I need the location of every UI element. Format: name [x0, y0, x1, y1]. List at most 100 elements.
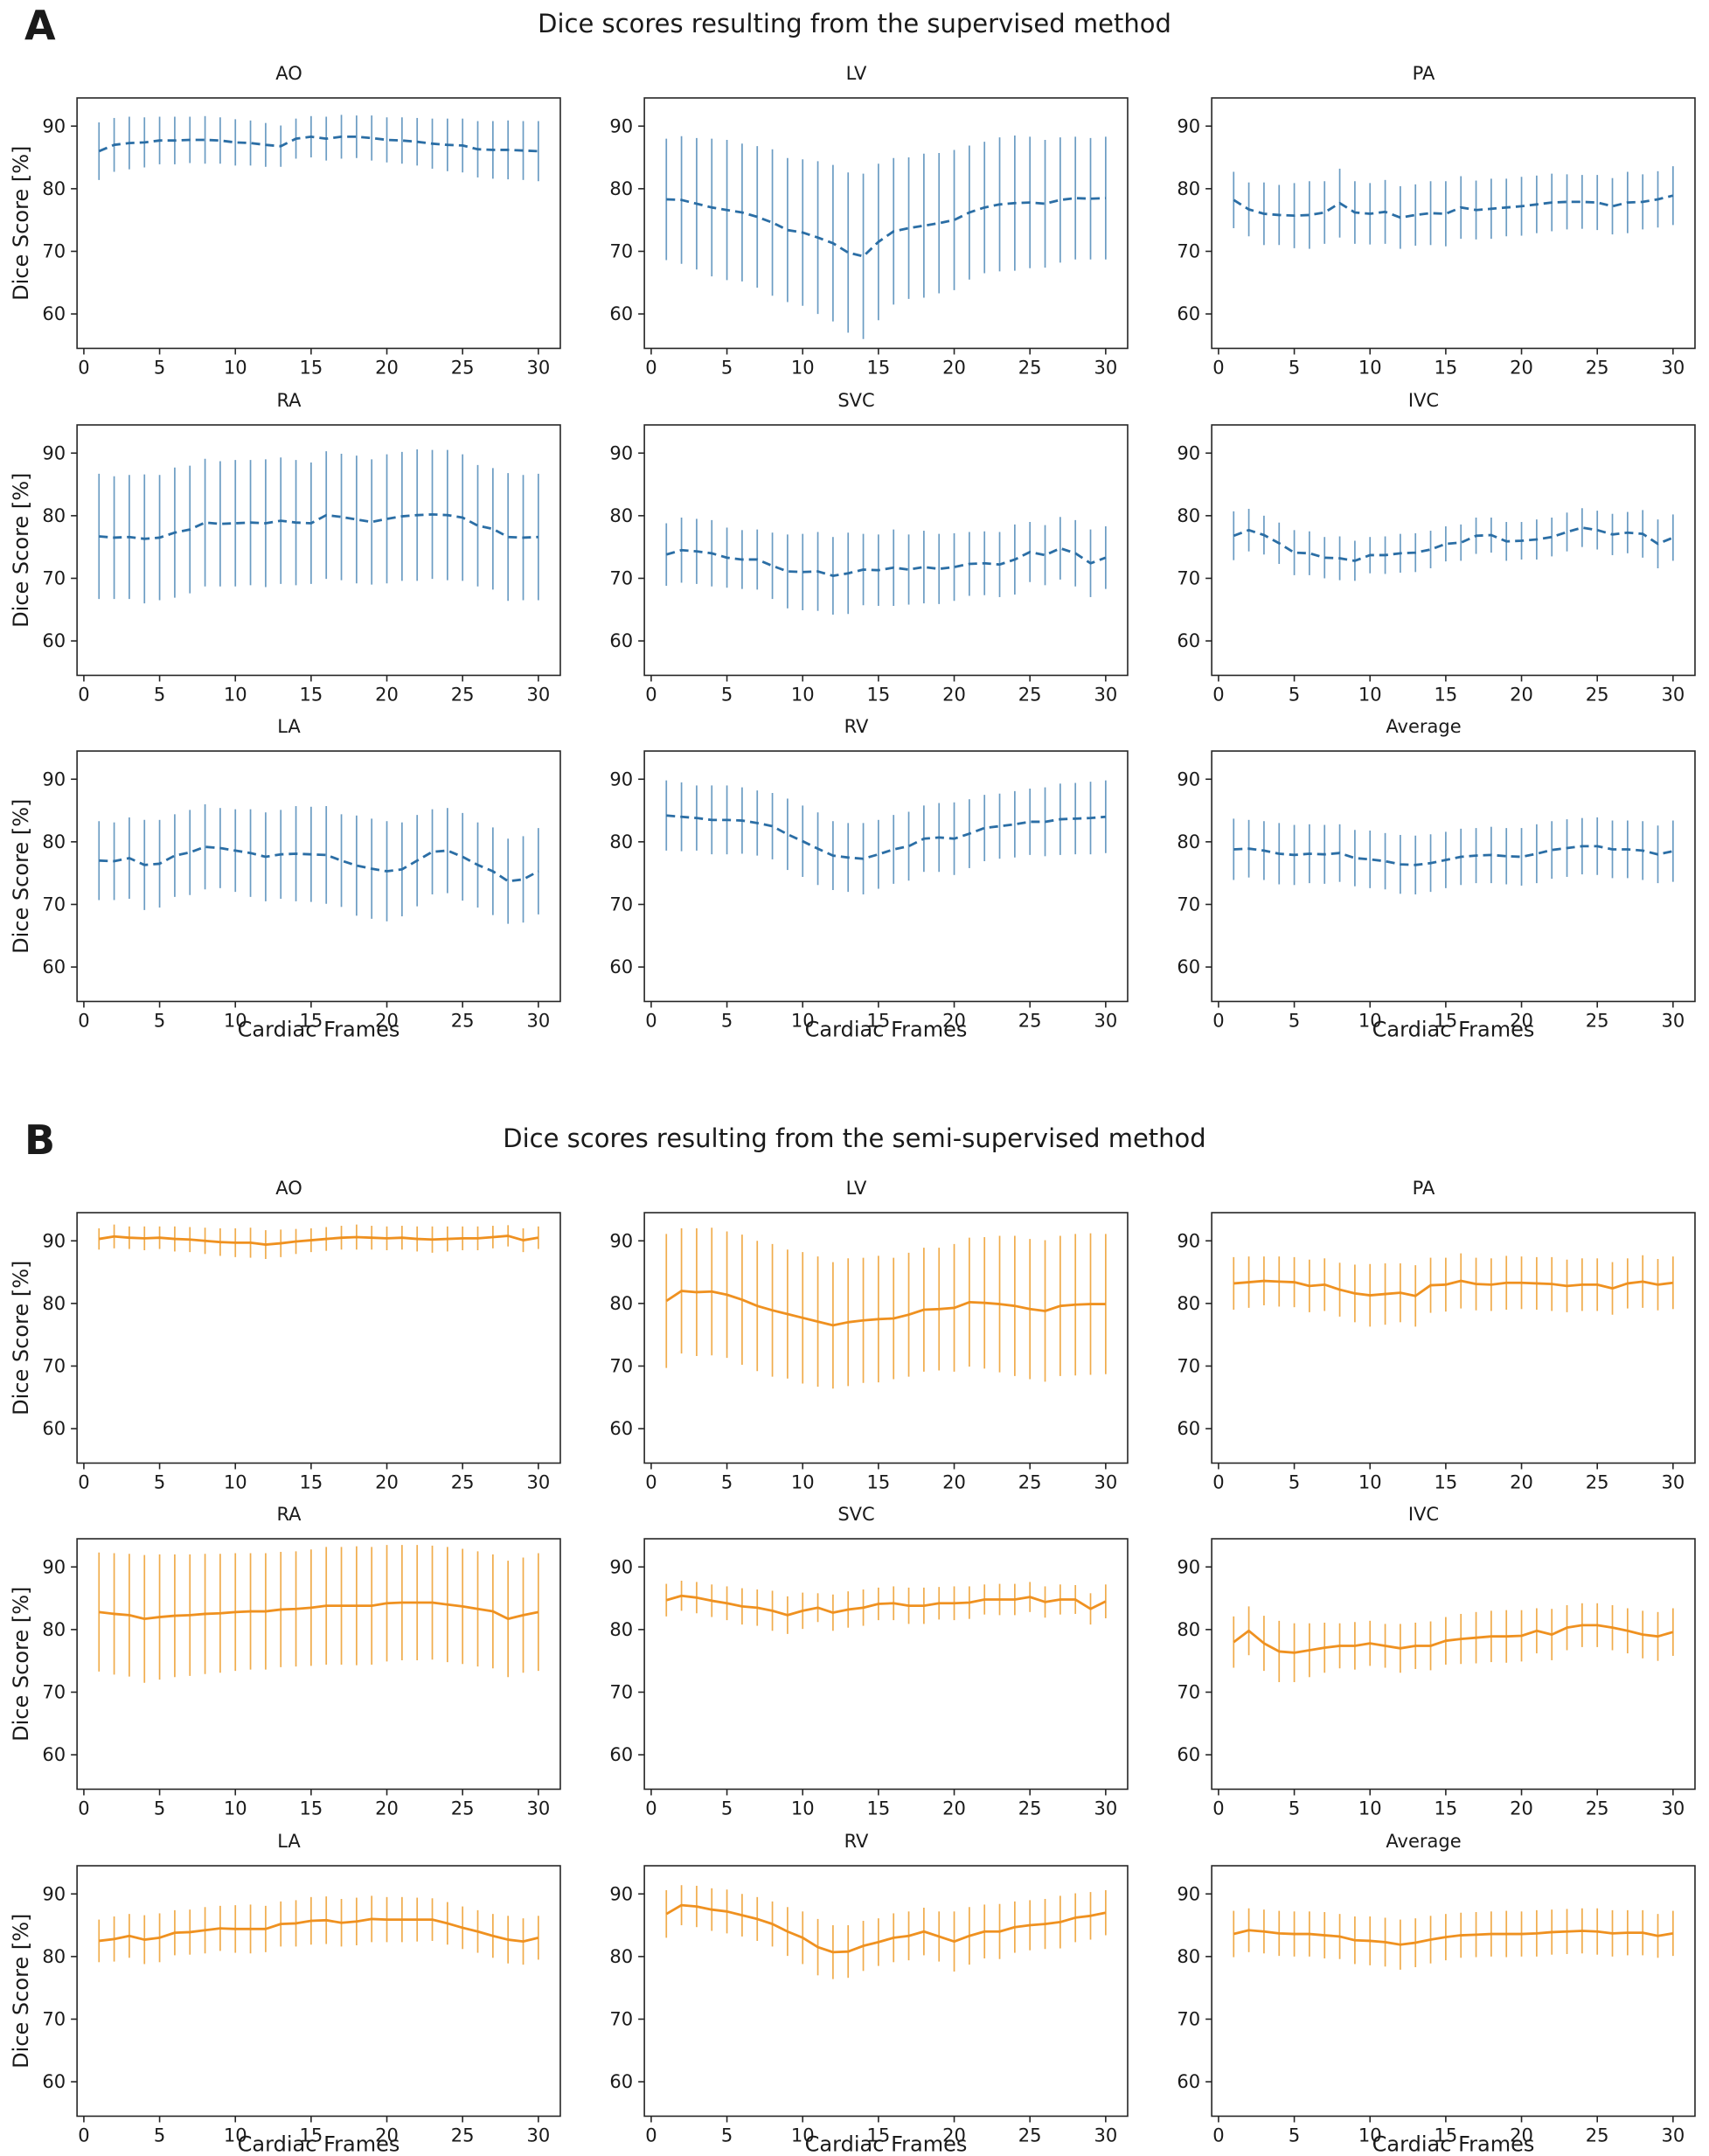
svg-text:80: 80: [1177, 1291, 1200, 1313]
subplot-b-pa: PA 60 70 80 90 0 5 10 15 20 25 30: [1143, 1176, 1704, 1503]
chart-la: 60 70 80 90 0 5 10 15 20 25 30 Cardiac Frames Dice S…: [9, 1864, 561, 2155]
svg-text:60: 60: [609, 1743, 633, 1765]
subplot-title: LV: [845, 1177, 867, 1199]
svg-text:20: 20: [375, 1471, 399, 1492]
svg-text:5: 5: [1289, 683, 1300, 705]
svg-text:0: 0: [645, 357, 657, 379]
x-axis-label: Cardiac Frames: [805, 2132, 968, 2155]
svg-text:25: 25: [1018, 1471, 1042, 1492]
subplot-title: Average: [1386, 716, 1462, 738]
subplot-title: RA: [276, 1504, 302, 1526]
svg-text:20: 20: [1510, 1471, 1533, 1492]
subplot-a-ao: AO 60 70 80 90 0 5 10 15 20 25 30 Dice Score [%]: [9, 61, 569, 388]
svg-text:25: 25: [451, 1471, 475, 1492]
subplot-title: RV: [844, 1830, 869, 1852]
panel-a-grid: AO 60 70 80 90 0 5 10 15 20 25 30 Dice Score [%] LV 60…: [0, 61, 1709, 1041]
svg-text:60: 60: [1177, 1417, 1200, 1439]
svg-text:20: 20: [1510, 683, 1533, 705]
svg-text:70: 70: [609, 240, 633, 261]
svg-text:15: 15: [300, 1471, 323, 1492]
svg-text:80: 80: [42, 504, 66, 525]
svg-text:70: 70: [42, 2007, 66, 2029]
svg-text:60: 60: [1177, 956, 1200, 977]
svg-text:30: 30: [1094, 1471, 1117, 1492]
svg-text:10: 10: [1358, 357, 1382, 379]
svg-text:25: 25: [1586, 1471, 1609, 1492]
svg-text:0: 0: [1212, 1010, 1224, 1032]
chart-pa: 60 70 80 90 0 5 10 15 20 25 30: [1177, 1211, 1696, 1492]
svg-text:0: 0: [645, 1010, 657, 1032]
svg-text:5: 5: [154, 1798, 165, 1819]
subplot-a-lv: LV 60 70 80 90 0 5 10 15 20 25 30: [576, 61, 1136, 388]
svg-text:80: 80: [609, 1945, 633, 1967]
svg-text:70: 70: [1177, 2007, 1200, 2029]
svg-text:5: 5: [154, 1010, 165, 1032]
svg-text:20: 20: [375, 357, 399, 379]
subplot-title: IVC: [1407, 1504, 1440, 1526]
svg-text:5: 5: [1289, 2124, 1300, 2146]
svg-text:15: 15: [300, 2124, 323, 2146]
svg-text:25: 25: [1586, 357, 1609, 379]
svg-text:10: 10: [791, 1471, 815, 1492]
subplot-b-rv: RV 60 70 80 90 0 5 10 15 20 25 30 Cardiac Frames: [576, 1829, 1136, 2155]
svg-text:90: 90: [42, 1882, 66, 1904]
svg-text:70: 70: [1177, 1681, 1200, 1703]
svg-text:25: 25: [1586, 683, 1609, 705]
svg-text:60: 60: [42, 2070, 66, 2092]
svg-text:10: 10: [791, 1010, 815, 1032]
svg-text:20: 20: [375, 1798, 399, 1819]
svg-text:10: 10: [224, 357, 247, 379]
svg-text:70: 70: [1177, 894, 1200, 915]
svg-text:20: 20: [1510, 1798, 1533, 1819]
svg-text:5: 5: [1289, 1010, 1300, 1032]
svg-text:5: 5: [721, 2124, 733, 2146]
svg-text:0: 0: [1212, 2124, 1224, 2146]
svg-text:90: 90: [609, 1229, 633, 1251]
svg-text:25: 25: [451, 1010, 475, 1032]
svg-text:80: 80: [42, 1618, 66, 1640]
svg-text:90: 90: [609, 115, 633, 136]
svg-text:90: 90: [42, 1555, 66, 1577]
subplot-a-ra: RA 60 70 80 90 0 5 10 15 20 25 30 Dice Score [%]: [9, 388, 569, 715]
svg-text:70: 70: [1177, 1354, 1200, 1376]
svg-text:25: 25: [1018, 683, 1042, 705]
svg-text:90: 90: [609, 1882, 633, 1904]
svg-text:0: 0: [78, 2124, 89, 2146]
svg-text:90: 90: [42, 115, 66, 136]
svg-text:20: 20: [1510, 357, 1533, 379]
svg-text:90: 90: [1177, 1229, 1200, 1251]
chart-ao: 60 70 80 90 0 5 10 15 20 25 30 Dice Score [%]: [9, 1211, 561, 1492]
svg-text:30: 30: [1094, 1798, 1117, 1819]
panel-b: B Dice scores resulting from the semi-su…: [0, 1115, 1709, 2155]
subplot-title: SVC: [837, 1504, 875, 1526]
subplot-title: RA: [276, 389, 302, 411]
svg-text:10: 10: [1358, 683, 1382, 705]
svg-text:70: 70: [609, 2007, 633, 2029]
svg-text:60: 60: [42, 629, 66, 651]
svg-text:30: 30: [1661, 1471, 1685, 1492]
svg-text:10: 10: [1358, 1471, 1382, 1492]
svg-text:0: 0: [645, 1798, 657, 1819]
chart-rv: 60 70 80 90 0 5 10 15 20 25 30 Cardiac Frames: [609, 1864, 1129, 2155]
subplot-title: AO: [275, 63, 302, 84]
svg-text:70: 70: [42, 1681, 66, 1703]
panel-a-title: Dice scores resulting from the supervise…: [538, 9, 1171, 38]
svg-text:5: 5: [154, 683, 165, 705]
chart-lv: 60 70 80 90 0 5 10 15 20 25 30: [609, 1211, 1129, 1492]
subplot-a-svc: SVC 60 70 80 90 0 5 10 15 20 25 30: [576, 388, 1136, 715]
svg-text:80: 80: [42, 1945, 66, 1967]
svg-text:0: 0: [78, 1798, 89, 1819]
svg-text:0: 0: [645, 1471, 657, 1492]
svg-text:0: 0: [1212, 1798, 1224, 1819]
subplot-a-average: Average 60 70 80 90 0 5 10 15 20 25 30 Cardiac Frame…: [1143, 714, 1704, 1041]
svg-text:90: 90: [1177, 115, 1200, 136]
svg-text:90: 90: [609, 442, 633, 463]
svg-text:15: 15: [867, 357, 891, 379]
svg-text:60: 60: [609, 1417, 633, 1439]
svg-text:20: 20: [942, 357, 966, 379]
chart-lv: 60 70 80 90 0 5 10 15 20 25 30: [609, 97, 1129, 379]
svg-text:15: 15: [300, 357, 323, 379]
chart-average: 60 70 80 90 0 5 10 15 20 25 30 Cardiac Frames: [1177, 750, 1696, 1041]
svg-text:60: 60: [609, 2070, 633, 2092]
svg-text:15: 15: [300, 683, 323, 705]
